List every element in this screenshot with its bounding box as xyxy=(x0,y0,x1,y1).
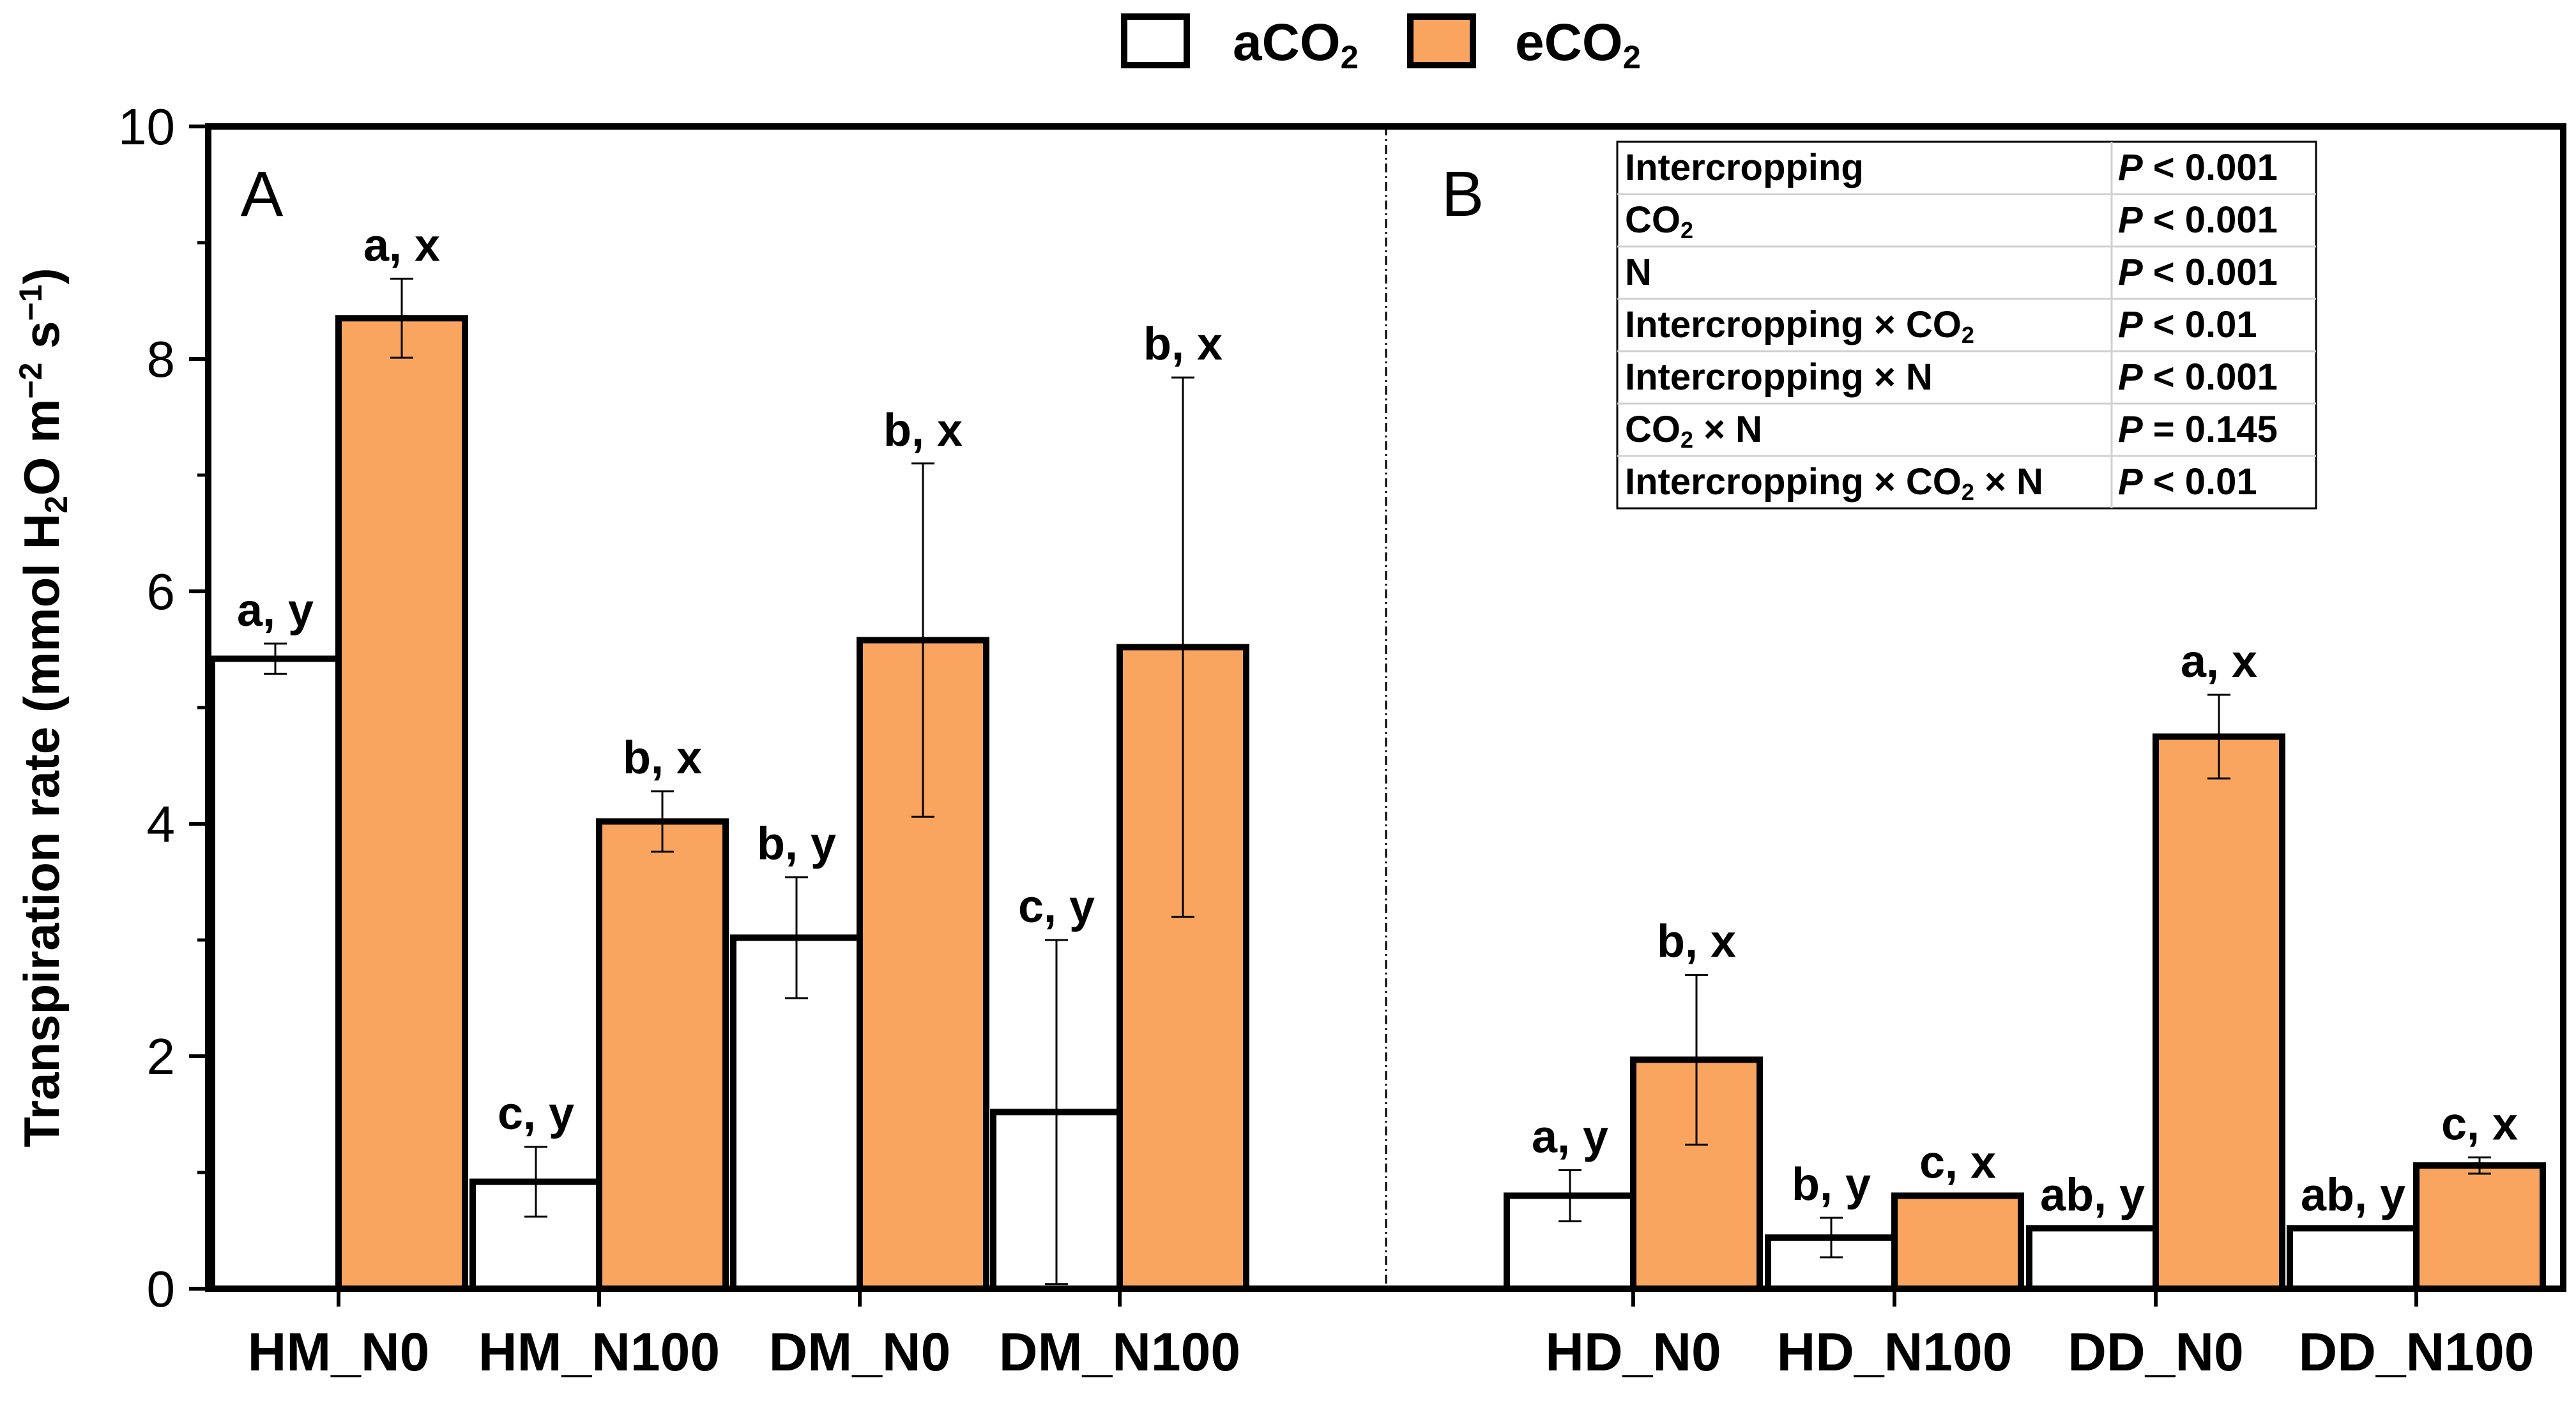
y-tick-label: 4 xyxy=(147,796,176,853)
bar-aco2-dd_n0 xyxy=(2026,1225,2159,1292)
stats-table: Intercropping P < 0.001 CO2 P < 0.001 N P < 0… xyxy=(1616,140,2317,510)
y-tick-label: 2 xyxy=(147,1028,176,1085)
stats-table-pvalue: P < 0.01 xyxy=(2118,461,2257,503)
x-tick-label: HD_N0 xyxy=(1545,1322,1721,1382)
bar-eco2-dd_n0 xyxy=(2153,733,2285,1292)
significance-label: a, y xyxy=(1532,1111,1608,1162)
significance-label: b, x xyxy=(1657,916,1736,967)
stats-table-factor: Intercropping xyxy=(1625,147,1864,188)
bar-eco2-hm_n100 xyxy=(596,818,729,1292)
legend: aCO2 eCO2 xyxy=(1121,13,1641,75)
plot-frame xyxy=(205,123,2566,1292)
panel-label-b: B xyxy=(1442,158,1484,230)
stats-table-pvalue: P < 0.001 xyxy=(2118,199,2278,241)
significance-label: a, x xyxy=(2181,636,2257,687)
significance-label: c, y xyxy=(498,1088,574,1139)
x-tick-label: HM_N100 xyxy=(478,1322,720,1382)
x-tick-label: DM_N0 xyxy=(769,1322,951,1382)
significance-label: c, x xyxy=(2441,1098,2518,1149)
legend-label-aco2: aCO2 xyxy=(1233,13,1359,75)
significance-label: b, y xyxy=(757,819,836,870)
significance-label: b, y xyxy=(1792,1159,1871,1210)
y-axis-title: Transpiration rate (mmol H2O m−2 s−1) xyxy=(13,268,74,1147)
stats-table-factor: Intercropping × N xyxy=(1625,356,1933,398)
bar-eco2-dd_n100 xyxy=(2413,1162,2546,1292)
stats-table-factor: CO2 × N xyxy=(1625,409,1762,453)
stats-table-factor: Intercropping × CO2 × N xyxy=(1625,461,2043,505)
panel-label-a: A xyxy=(241,158,284,230)
significance-label: b, x xyxy=(883,405,963,456)
legend-swatch-aco2 xyxy=(1121,13,1190,68)
significance-label: a, y xyxy=(237,585,314,636)
x-tick-label: DM_N100 xyxy=(999,1322,1240,1382)
stats-table-factor: CO2 xyxy=(1625,199,1693,243)
bar-eco2-hm_n0 xyxy=(335,315,468,1292)
bar-aco2-dd_n100 xyxy=(2287,1225,2420,1292)
panel-b: a, y b, x HD_N0 b, y c, x HD_N100 ab, y a, x DD_… xyxy=(1504,636,2546,1382)
y-tick-label: 0 xyxy=(147,1261,176,1317)
stats-table-frame xyxy=(1616,140,2317,510)
bar-eco2-hd_n100 xyxy=(1891,1192,2024,1293)
stats-table-pvalue: P < 0.001 xyxy=(2118,147,2278,188)
y-tick-label: 10 xyxy=(118,98,175,155)
x-tick-label: DD_N0 xyxy=(2068,1322,2243,1382)
stats-table-factor: N xyxy=(1625,252,1652,293)
x-tick-label: HD_N100 xyxy=(1777,1322,2013,1382)
legend-swatch-eco2 xyxy=(1407,13,1476,68)
stats-table-pvalue: P < 0.01 xyxy=(2118,304,2257,345)
bar-aco2-hm_n0 xyxy=(209,655,342,1293)
y-tick-label: 8 xyxy=(147,331,176,388)
legend-label-eco2: eCO2 xyxy=(1515,13,1641,75)
significance-label: b, x xyxy=(1143,319,1223,370)
significance-label: a, x xyxy=(363,220,440,271)
stats-table-pvalue: P < 0.001 xyxy=(2118,356,2278,398)
stats-table-pvalue: P = 0.145 xyxy=(2118,409,2278,450)
stats-table-factor: Intercropping × CO2 xyxy=(1625,304,1974,348)
significance-label: c, y xyxy=(1018,881,1095,932)
significance-label: ab, y xyxy=(2040,1169,2145,1220)
significance-label: c, x xyxy=(1919,1137,1996,1188)
x-tick-label: HM_N0 xyxy=(248,1322,430,1382)
y-tick-label: 6 xyxy=(147,563,176,620)
stats-table-pvalue: P < 0.001 xyxy=(2118,252,2278,293)
panel-a: a, y a, x HM_N0 c, y b, x HM_N100 b, y b, x DM_N… xyxy=(209,220,1249,1382)
x-tick-label: DD_N100 xyxy=(2299,1322,2534,1382)
significance-label: b, x xyxy=(623,732,702,784)
significance-label: ab, y xyxy=(2301,1169,2405,1220)
